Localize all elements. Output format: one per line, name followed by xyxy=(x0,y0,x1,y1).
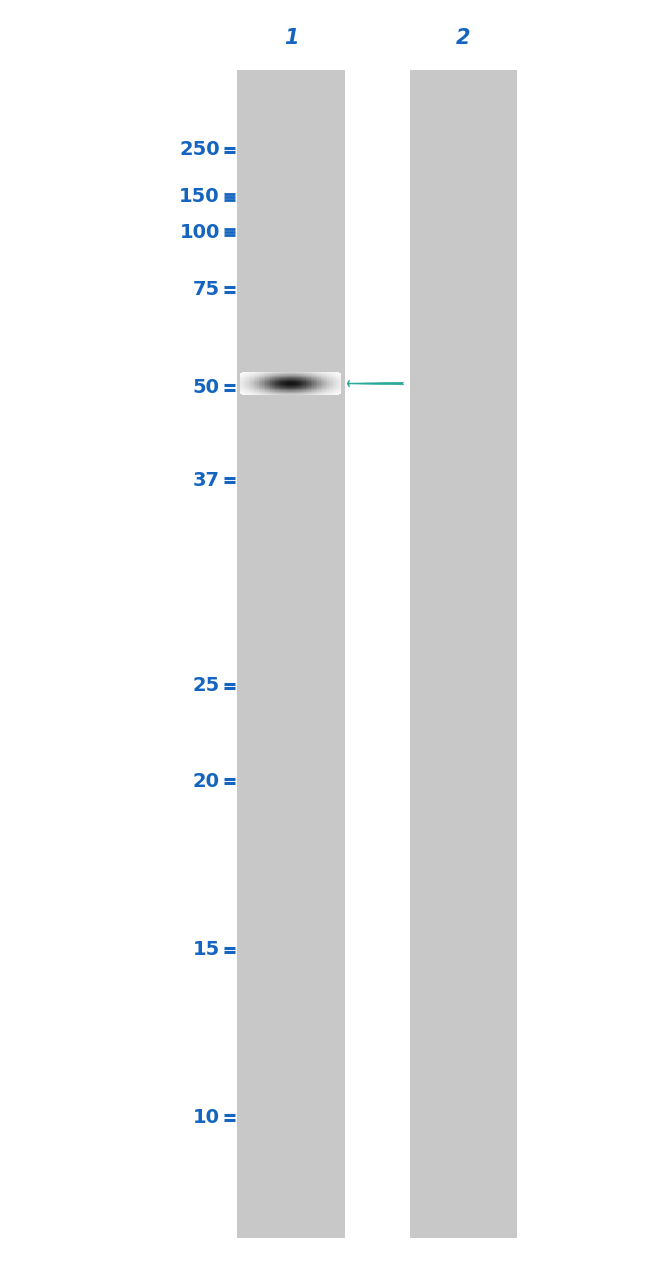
Bar xyxy=(237,70,344,1238)
Text: 75: 75 xyxy=(192,281,220,298)
Text: 10: 10 xyxy=(192,1109,220,1126)
Text: 2: 2 xyxy=(456,28,471,48)
Text: 100: 100 xyxy=(179,224,220,241)
Text: 50: 50 xyxy=(192,378,220,396)
Text: 1: 1 xyxy=(283,28,298,48)
Text: 15: 15 xyxy=(192,941,220,959)
Bar xyxy=(410,70,517,1238)
Text: 25: 25 xyxy=(192,677,220,695)
Text: 150: 150 xyxy=(179,188,220,206)
Text: 20: 20 xyxy=(192,772,220,790)
Text: 37: 37 xyxy=(192,471,220,489)
Text: 250: 250 xyxy=(179,141,220,159)
